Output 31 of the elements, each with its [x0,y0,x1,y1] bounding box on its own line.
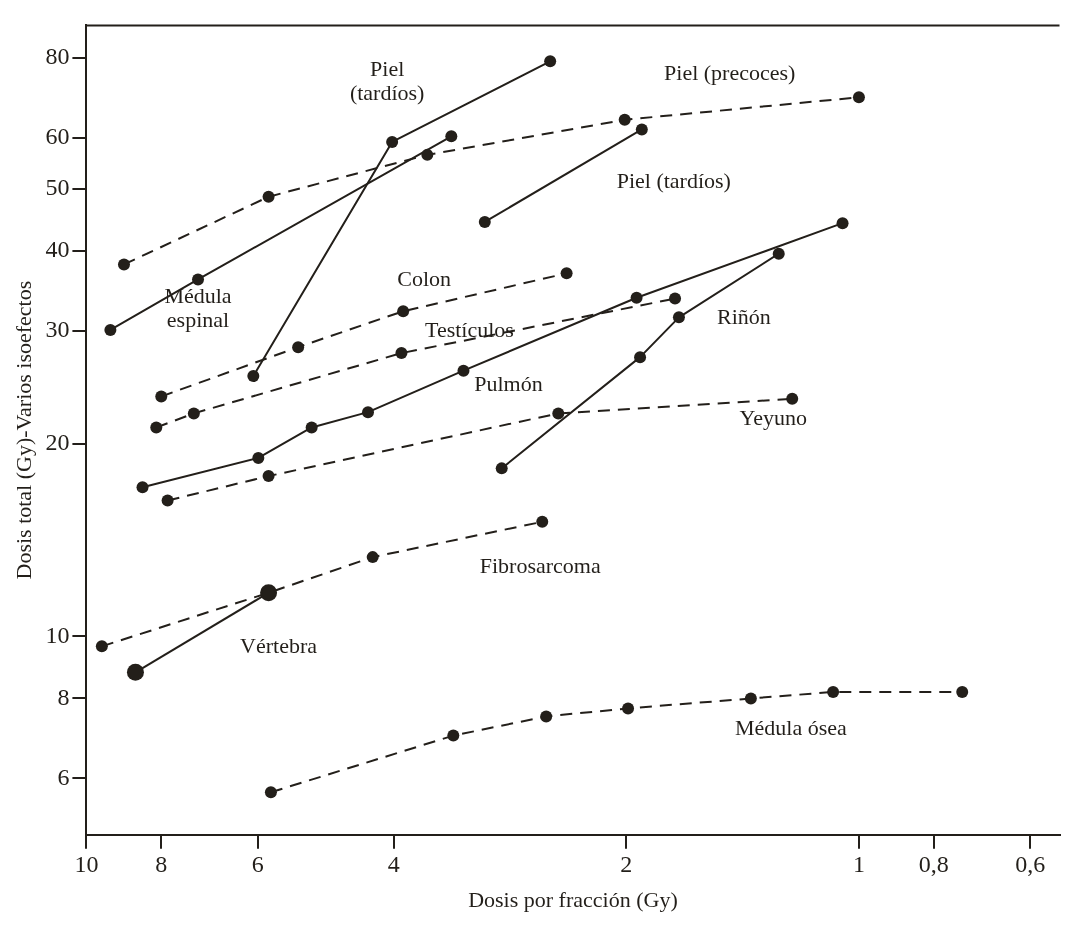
x-tick-label: 4 [387,851,400,878]
series-label: Riñón [717,304,771,330]
y-axis-title: Dosis total (Gy)-Varios isoefectos [10,280,36,580]
x-tick-label: 8 [155,851,168,878]
y-tick-label: 8 [57,683,70,710]
series-label: Piel (precoces) [664,59,796,85]
y-tick-label: 40 [45,236,70,263]
y-tick-label: 10 [45,621,70,648]
x-tick-label: 1 [852,851,865,878]
x-tick-label: 0,8 [918,851,949,878]
series-label: Vértebra [240,632,318,658]
y-tick-label: 80 [45,43,70,70]
x-tick-label: 0,6 [1015,851,1046,878]
y-tick-label: 20 [45,428,70,455]
y-tick-label: 60 [45,123,70,150]
x-tick-label: 6 [251,851,264,878]
y-tick-label: 30 [45,316,70,343]
series-label: Fibrosarcoma [479,552,601,578]
series-label: Médula espinal [164,283,232,333]
series-label: Médula ósea [734,715,847,741]
x-tick-label: 10 [74,851,99,878]
x-axis-title: Dosis por fracción (Gy) [468,886,678,912]
series-label: Testículos [425,316,514,342]
y-tick-label: 50 [45,174,70,201]
series-label: Piel (tardíos) [616,168,731,194]
series-label: Piel (tardíos) [349,56,425,106]
series-label: Colon [397,266,452,292]
series-label: Yeyuno [739,404,807,430]
x-tick-label: 2 [620,851,633,878]
series-label: Pulmón [474,371,543,397]
y-tick-label: 6 [57,763,70,790]
